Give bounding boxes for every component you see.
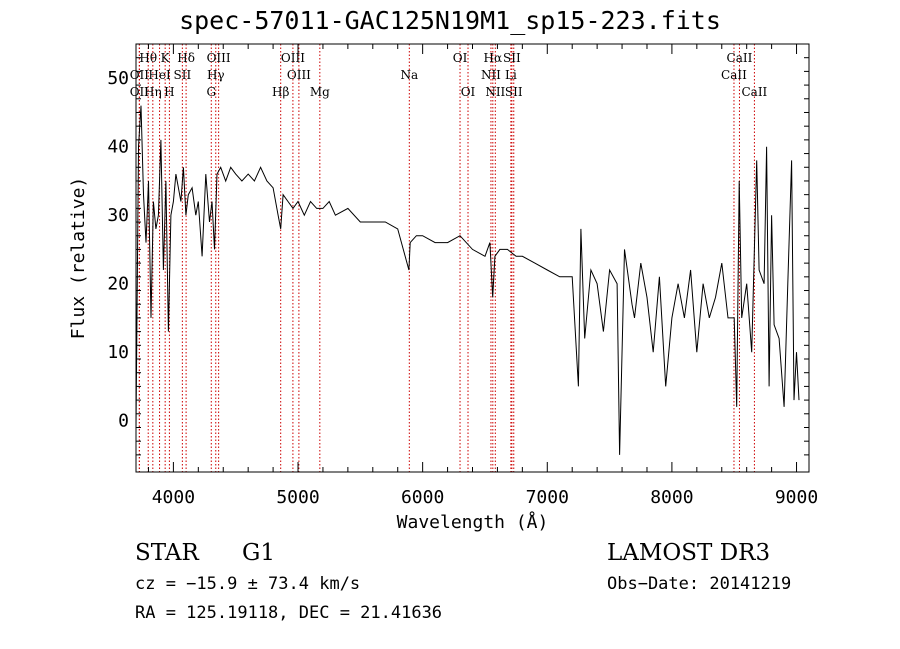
line-label: OIII [287,68,311,82]
obs-date: Obs−Date: 20141219 [607,574,792,594]
y-tick-label: 50 [107,68,129,89]
x-tick-label: 7000 [526,487,569,508]
y-tick-label: 40 [107,137,129,158]
x-tick-label: 5000 [276,487,319,508]
line-label: Hδ [177,51,195,65]
x-axis-label: Wavelength (Å) [397,511,549,533]
line-label: SII [174,68,192,82]
line-label: CaII [727,51,753,65]
chart-title: spec-57011-GAC125N19M1_sp15-223.fits [179,6,721,35]
y-tick-label: 0 [118,411,129,432]
line-label: K [161,51,171,65]
line-label: CaII [741,85,767,99]
line-label: Hθ [139,51,157,65]
line-label: G [206,85,216,99]
line-label: OI [461,85,476,99]
x-axis: 4000 5000 6000 7000 8000 9000 [147,44,818,508]
spectrum-series [135,105,800,455]
survey-name: LAMOST DR3 [607,540,771,566]
object-class: STAR [135,540,199,566]
line-label: OI [453,51,468,65]
line-label: Mg [310,85,330,99]
line-label: OIII [281,51,305,65]
y-tick-label: 20 [107,274,129,295]
y-axis: 0 10 20 30 40 50 [107,43,809,456]
line-label: Hγ [207,68,225,82]
x-tick-label: 9000 [775,487,818,508]
line-label: H [164,85,174,99]
line-label: Li [505,68,517,82]
y-tick-label: 10 [107,342,129,363]
line-label: NII [481,68,501,82]
x-tick-label: 8000 [650,487,693,508]
x-tick-label: 6000 [401,487,444,508]
line-label: Hβ [272,85,289,99]
line-label: Na [400,68,418,82]
line-label: SII [503,51,521,65]
line-label: Hα [484,51,503,65]
line-label: OII [130,85,150,99]
object-subclass: G1 [242,540,276,566]
line-label: OII [130,68,150,82]
line-label: SII [505,85,523,99]
coordinates: RA = 125.19118, DEC = 21.41636 [135,603,443,623]
line-label: CaII [721,68,747,82]
line-markers [138,44,755,472]
plot-frame [135,43,810,473]
line-label: Hη [144,85,162,99]
redshift-cz: cz = −15.9 ± 73.4 km/s [135,574,361,594]
line-label: NII [485,85,505,99]
y-tick-label: 30 [107,205,129,226]
y-axis-label: Flux (relative) [68,177,89,340]
line-label: OIII [207,51,231,65]
x-tick-label: 4000 [152,487,195,508]
line-label: HeI [148,68,171,82]
